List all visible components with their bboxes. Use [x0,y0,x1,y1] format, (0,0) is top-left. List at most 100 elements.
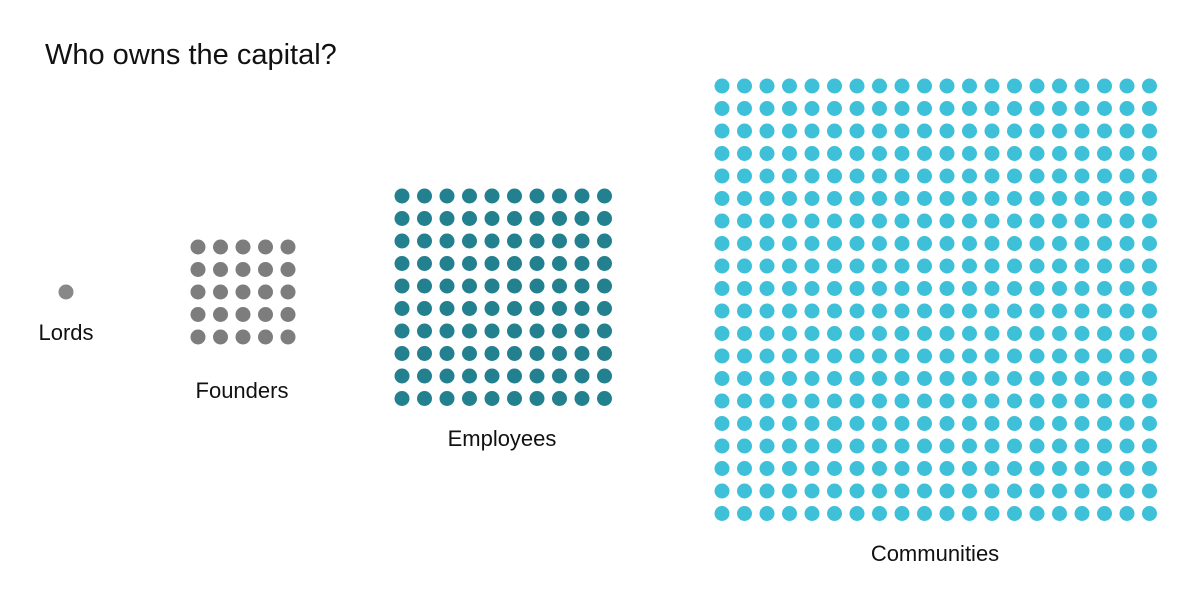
dot [894,416,910,431]
dot [1097,123,1112,139]
dot [849,78,865,94]
dot [782,416,797,431]
dot [782,168,797,184]
dot [917,281,932,296]
dot [939,326,955,341]
dot [1074,393,1090,409]
dot [759,348,775,364]
dot-group-lords: Lords [38,284,94,345]
dot [190,262,206,277]
dot [213,307,228,322]
dot [804,101,820,116]
dot [1074,78,1090,94]
dot [917,303,932,319]
dot [1074,416,1090,431]
dot [872,326,887,341]
dot [1007,191,1022,206]
dot [1142,438,1157,454]
dot [280,239,296,255]
dot [804,146,820,161]
dot [1119,168,1135,184]
dot [737,348,752,364]
dot [1142,416,1157,431]
dot [1029,281,1045,296]
dot [939,236,955,251]
dot [462,391,477,406]
dot [1142,303,1157,319]
dot [394,256,410,271]
dot [1029,146,1045,161]
dot [1029,326,1045,341]
dot [984,213,1000,229]
dot [1029,258,1045,274]
dot [917,506,932,521]
dot [759,191,775,206]
dot [1119,101,1135,116]
dot [1142,123,1157,139]
dot [917,213,932,229]
dot [939,393,955,409]
dot [759,281,775,296]
dot [782,326,797,341]
dot [235,307,251,322]
dot [1074,213,1090,229]
dot [917,101,932,116]
dot [1097,348,1112,364]
dot [759,326,775,341]
dot [1119,303,1135,319]
dot [984,438,1000,454]
dot [759,168,775,184]
dot [737,123,752,139]
dot [939,191,955,206]
dot [939,461,955,476]
dot [394,346,410,361]
dot [917,348,932,364]
dot [235,239,251,255]
dot [1007,371,1022,386]
dot [737,258,752,274]
dot [280,284,296,300]
dot [417,233,432,249]
dot [417,211,432,226]
dot [1074,506,1090,521]
dot [782,281,797,296]
dot [1052,146,1067,161]
dot [439,346,455,361]
dot [439,391,455,406]
dot [714,393,730,409]
dot [984,461,1000,476]
dot [917,258,932,274]
dot [1029,438,1045,454]
dot [529,278,545,294]
dot [804,213,820,229]
dot [1074,191,1090,206]
dot [529,323,545,339]
dot [827,326,842,341]
dot [759,416,775,431]
dot [939,303,955,319]
dot [190,307,206,322]
dot [1074,461,1090,476]
dot [759,146,775,161]
dot [782,191,797,206]
dot [759,101,775,116]
dot [574,256,590,271]
dot [1142,371,1157,386]
dot [917,78,932,94]
dot [984,416,1000,431]
dot [939,101,955,116]
dot [394,188,410,204]
dot [759,483,775,499]
dot [597,278,612,294]
dot [804,258,820,274]
dot [939,416,955,431]
dot [962,371,977,386]
dot [962,236,977,251]
dot [984,303,1000,319]
dot [235,284,251,300]
dot [417,346,432,361]
dot [1052,258,1067,274]
dot [714,303,730,319]
dot [529,391,545,406]
dot [484,233,500,249]
